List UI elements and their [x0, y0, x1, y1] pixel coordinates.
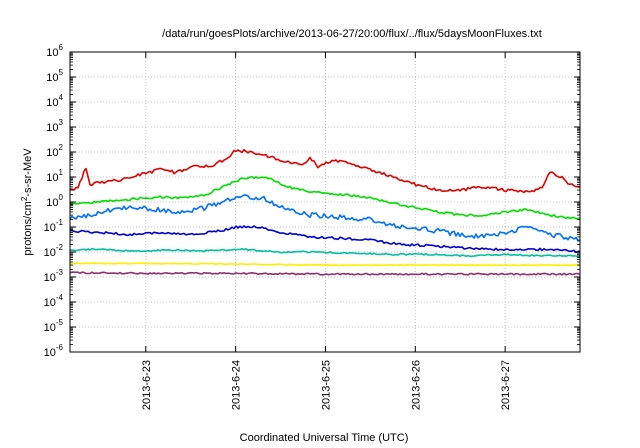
x-tick-label: 2013-6-26: [410, 360, 422, 410]
y-tick-label: 101: [46, 168, 63, 184]
series-line: [69, 262, 581, 267]
y-tick-label: 102: [46, 143, 63, 159]
y-tick-label: 105: [46, 68, 63, 84]
y-tick-label: 10-4: [44, 293, 64, 309]
y-tick-label: 104: [46, 93, 63, 109]
y-tick-label: 100: [46, 193, 63, 209]
x-tick-label: 2013-6-25: [320, 360, 332, 410]
y-tick-label: 106: [46, 43, 63, 59]
x-tick-label: 2013-6-24: [231, 360, 243, 410]
series-line: [69, 176, 581, 220]
y-tick-label: 10-1: [44, 218, 64, 234]
x-tick-label: 2013-6-23: [141, 360, 153, 410]
y-axis-label: protons/cm2-s-sr-MeV: [20, 148, 34, 256]
y-tick-label: 10-2: [44, 243, 64, 259]
y-tick-label: 10-6: [44, 343, 64, 359]
y-axis-label-rest: -s-sr-MeV: [22, 148, 34, 197]
y-tick-label: 103: [46, 118, 63, 134]
y-tick-label: 10-3: [44, 268, 64, 284]
axes: 10-6 10-5 10-4 10-3 10-2 10-1 100 101 102 103 104 1…: [44, 43, 580, 410]
series-line: [69, 225, 581, 254]
y-axis-label-sup: 2: [20, 196, 29, 201]
series-line: [69, 194, 581, 242]
y-axis-label-main: protons/cm: [22, 201, 34, 255]
y-tick-label: 10-5: [44, 318, 64, 334]
x-axis-label: Coordinated Universal Time (UTC): [240, 432, 409, 444]
x-tick-label: 2013-6-27: [500, 360, 512, 410]
series-line: [69, 271, 581, 276]
series-group: [69, 148, 581, 276]
series-line: [69, 148, 581, 194]
chart-title: /data/run/goesPlots/archive/2013-06-27/2…: [162, 28, 542, 40]
grid: [70, 52, 580, 352]
series-line: [70, 247, 581, 258]
